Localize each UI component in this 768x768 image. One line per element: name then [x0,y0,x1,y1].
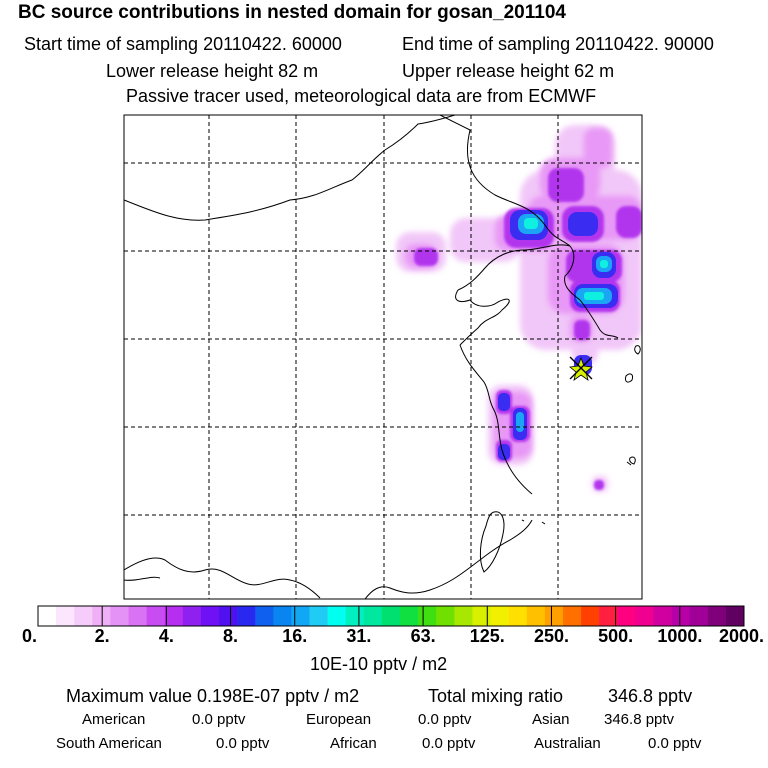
colorbar-label: 250. [533,626,569,646]
colorbar [37,605,745,627]
colorbar-cell [508,606,528,626]
japan-islands [521,345,641,525]
colorbar-cell [182,606,202,626]
tracer-info: Passive tracer used, meteorological data… [126,86,597,106]
sampling-end-time: End time of sampling 20110422. 90000 [402,34,714,54]
colorbar-cell [237,606,256,626]
colorbar-cell [671,606,690,626]
colorbar-cell [327,606,347,626]
region-value: 0.0 pptv [192,711,246,728]
colorbar-cell [490,606,509,626]
colorbar-cell [92,606,111,626]
colorbar-cell [562,606,582,626]
colorbar-cell [653,606,672,626]
colorbar-cell [128,606,147,626]
colorbar-cell [707,606,727,626]
colorbar-label: 8. [223,626,239,646]
map-title: BC source contributions in nested domain… [18,2,566,23]
colorbar-cell [363,606,383,626]
colorbar-cell [164,606,184,626]
colorbar-label: 4. [158,626,174,646]
colorbar-cell [599,606,618,626]
region-value: 346.8 pptv [604,711,675,728]
region-name: American [82,711,146,728]
colorbar-cell [291,606,310,626]
colorbar-cell [200,606,220,626]
plume-layer [124,115,642,599]
colorbar-cell [400,606,419,626]
region-name: African [330,735,377,752]
region-value: 0.0 pptv [216,735,270,752]
colorbar-label: 500. [598,626,634,646]
lat-lon-grid [124,115,642,599]
map-frame [123,114,643,600]
colorbar-cell [544,606,564,626]
colorbar-cell [38,606,57,626]
colorbar-cell [309,606,328,626]
total-mixing-ratio-value: 346.8 pptv [608,686,693,706]
region-name: European [306,711,372,728]
region-name: Australian [534,735,601,752]
taiwan-outline [479,511,505,573]
colorbar-label: 16. [282,626,308,646]
colorbar-cell [56,606,75,626]
max-value: Maximum value 0.198E-07 pptv / m2 [66,686,360,706]
colorbar-cell [617,606,636,626]
colorbar-cell [273,606,292,626]
colorbar-cell [74,606,93,626]
plume-core [524,218,608,300]
colorbar-cell [345,606,365,626]
colorbar-cell [381,606,401,626]
region-name: Asian [532,711,570,728]
colorbar-cell [219,606,238,626]
colorbar-cell [526,606,546,626]
sampling-start-time: Start time of sampling 20110422. 60000 [24,34,342,54]
region-value: 0.0 pptv [422,735,476,752]
total-mixing-ratio-label: Total mixing ratio [428,686,564,706]
colorbar-unit: 10E-10 pptv / m2 [310,654,448,674]
receptor-marker-icon [569,356,593,381]
region-name: South American [56,735,162,752]
region-value: 0.0 pptv [648,735,702,752]
colorbar-cell [581,606,600,626]
region-value: 0.0 pptv [418,711,472,728]
colorbar-label: 2000. [719,626,765,646]
colorbar-cells [37,605,745,627]
colorbar-cell [635,606,654,626]
colorbar-frame [37,605,745,627]
colorbar-label: 1000. [657,626,703,646]
colorbar-label: 31. [346,626,372,646]
coastlines [124,115,619,599]
colorbar-cell [472,606,491,626]
colorbar-cell [110,606,129,626]
colorbar-label: 0. [22,626,38,646]
colorbar-label: 63. [410,626,436,646]
upper-release-height: Upper release height 62 m [402,61,615,81]
colorbar-cell [418,606,437,626]
colorbar-label: 125. [469,626,505,646]
colorbar-cell [725,606,745,626]
lower-release-height: Lower release height 82 m [106,61,319,81]
colorbar-cell [255,606,274,626]
colorbar-label: 2. [94,626,110,646]
colorbar-cell [436,606,455,626]
colorbar-cell [146,606,166,626]
colorbar-cell [689,606,709,626]
concentration-map [123,114,643,600]
colorbar-cell [454,606,473,626]
